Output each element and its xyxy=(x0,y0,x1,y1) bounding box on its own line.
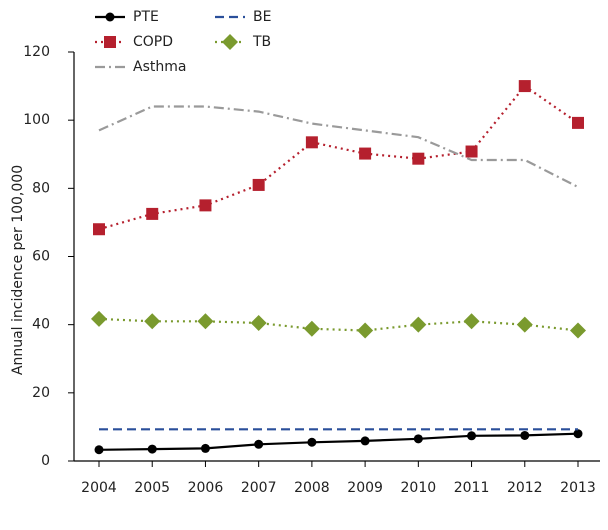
x-tick-label: 2006 xyxy=(188,480,224,496)
data-point xyxy=(465,145,478,158)
y-tick-label: 0 xyxy=(41,453,50,469)
legend-label: TB xyxy=(252,34,271,50)
series-line xyxy=(98,105,579,188)
data-point xyxy=(93,223,105,236)
x-tick-label: 2010 xyxy=(401,480,437,496)
series-line xyxy=(98,432,579,451)
data-point xyxy=(94,445,104,455)
legend-label: COPD xyxy=(133,34,173,50)
x-tick-label: 2007 xyxy=(241,480,277,496)
legend-marker xyxy=(105,12,115,22)
y-tick-label: 120 xyxy=(23,44,50,60)
data-point xyxy=(303,320,320,337)
data-point xyxy=(467,431,477,441)
data-point xyxy=(144,313,161,330)
data-point xyxy=(197,313,214,330)
y-tick-label: 100 xyxy=(23,112,50,128)
x-tick-label: 2004 xyxy=(81,480,117,496)
data-point xyxy=(518,80,531,93)
data-point xyxy=(360,436,370,446)
y-tick-label: 60 xyxy=(32,249,50,265)
y-tick-label: 40 xyxy=(32,317,50,333)
data-point xyxy=(91,310,107,327)
data-point xyxy=(250,314,267,331)
data-point xyxy=(357,322,374,339)
x-tick-label: 2009 xyxy=(347,480,383,496)
legend-label: PTE xyxy=(133,9,159,25)
y-tick-label: 80 xyxy=(32,180,50,196)
data-point xyxy=(147,444,157,454)
x-tick-label: 2013 xyxy=(560,480,596,496)
legend-label: BE xyxy=(253,9,271,25)
data-point xyxy=(307,437,317,447)
data-point xyxy=(412,152,425,165)
data-point xyxy=(572,116,584,129)
y-axis-label: Annual incidence per 100,000 xyxy=(10,165,26,375)
series-line xyxy=(98,84,579,231)
series-line xyxy=(98,317,579,332)
data-point xyxy=(573,429,583,439)
data-point xyxy=(463,313,480,330)
legend-marker xyxy=(104,36,116,48)
x-tick-label: 2005 xyxy=(134,480,170,496)
data-point xyxy=(516,316,533,333)
data-point xyxy=(570,322,586,339)
data-point xyxy=(359,147,372,160)
data-point xyxy=(520,430,530,440)
data-point xyxy=(413,434,423,444)
data-point xyxy=(305,136,318,149)
x-tick-label: 2008 xyxy=(294,480,330,496)
data-point xyxy=(254,439,264,449)
data-point xyxy=(146,207,159,220)
data-point xyxy=(200,443,210,453)
x-tick-label: 2012 xyxy=(507,480,543,496)
data-point xyxy=(252,178,265,191)
data-point xyxy=(199,199,212,212)
legend-label: Asthma xyxy=(133,59,186,75)
data-point xyxy=(410,316,427,333)
y-tick-label: 20 xyxy=(32,385,50,401)
legend-marker xyxy=(222,34,238,50)
x-tick-label: 2011 xyxy=(454,480,490,496)
